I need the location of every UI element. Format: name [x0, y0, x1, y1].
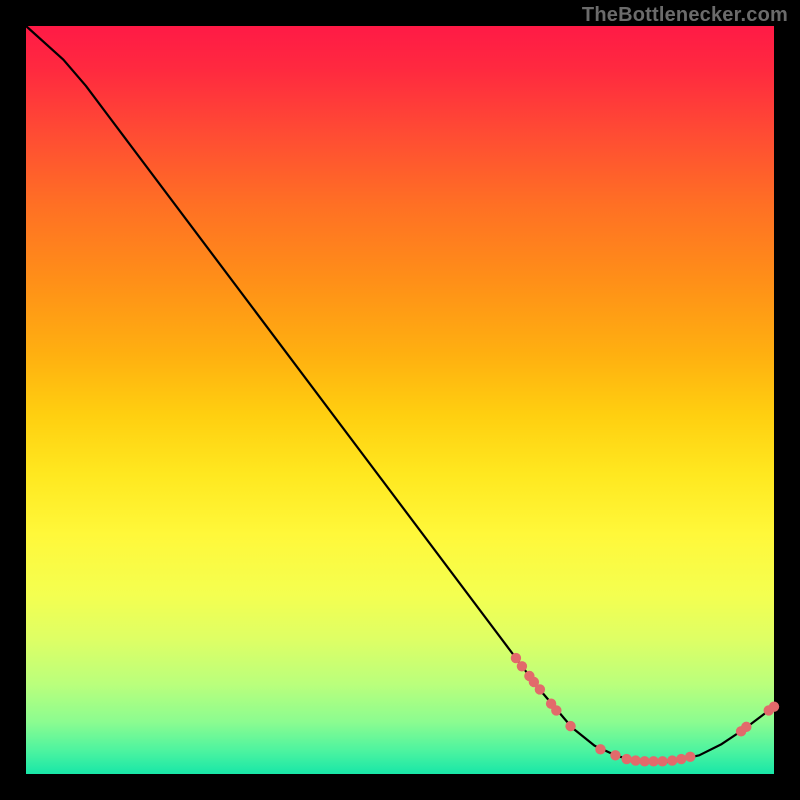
data-marker: [648, 756, 658, 766]
data-marker: [769, 701, 779, 711]
data-marker: [610, 750, 620, 760]
data-marker: [595, 744, 605, 754]
data-marker: [517, 661, 527, 671]
data-marker: [535, 684, 545, 694]
data-marker: [741, 722, 751, 732]
data-marker: [630, 755, 640, 765]
chart-svg: [0, 0, 800, 800]
data-marker: [551, 705, 561, 715]
data-marker: [565, 721, 575, 731]
data-marker: [685, 752, 695, 762]
data-marker: [676, 754, 686, 764]
data-marker: [657, 756, 667, 766]
data-marker: [639, 756, 649, 766]
plot-background: [26, 26, 774, 774]
chart-frame: TheBottlenecker.com: [0, 0, 800, 800]
data-marker: [667, 755, 677, 765]
data-marker: [621, 754, 631, 764]
